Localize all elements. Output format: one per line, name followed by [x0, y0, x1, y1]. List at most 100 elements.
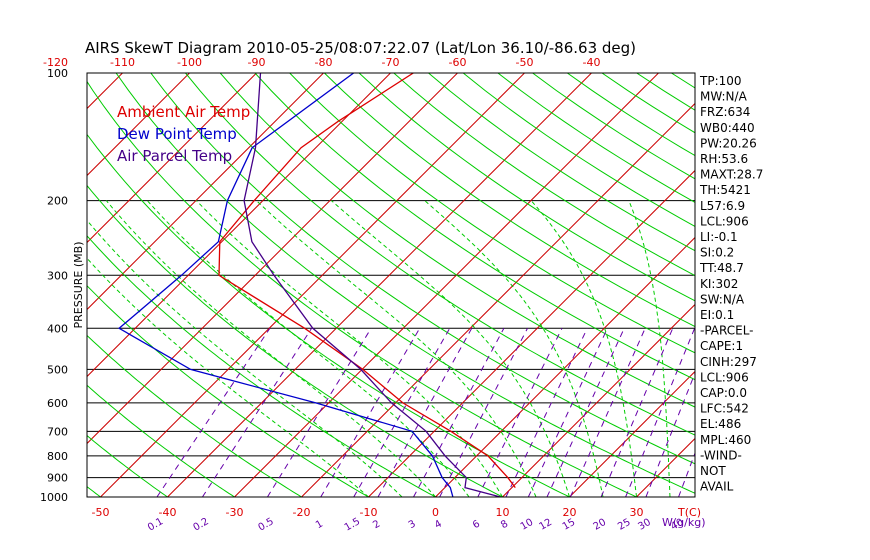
isotherm-line — [87, 73, 458, 445]
dry-adiabat-line — [289, 73, 695, 354]
moist-adiabat-line — [146, 200, 470, 497]
bottom-temp-tick-label: -10 — [360, 506, 378, 519]
mixing-ratio-tick-label: 3 — [407, 518, 418, 531]
mixing-ratio-tick-label: 6 — [471, 518, 482, 531]
mixing-ratio-tick-label: 4 — [433, 518, 444, 531]
pressure-tick-label: 300 — [47, 269, 68, 282]
index-label: CINH:297 — [700, 355, 757, 369]
legend-entry: Dew Point Temp — [117, 125, 237, 143]
top-temp-tick-label: -90 — [248, 56, 266, 69]
moist-adiabat-line — [628, 200, 671, 497]
index-label: SW:N/A — [700, 292, 745, 306]
bottom-temp-tick-label: -20 — [293, 506, 311, 519]
isotherm-line — [569, 370, 695, 497]
index-label: LI:-0.1 — [700, 230, 738, 244]
mixing-ratio-tick-label: 8 — [499, 518, 510, 531]
pressure-tick-label: 200 — [47, 195, 68, 208]
index-label: -WIND- — [700, 448, 742, 462]
isotherm-line — [435, 236, 695, 497]
bottom-temp-tick-label: 10 — [496, 506, 510, 519]
mixing-ratio-tick-label: 0.2 — [192, 516, 211, 533]
chart-title: AIRS SkewT Diagram 2010-05-25/08:07:22.0… — [85, 39, 636, 57]
index-label: NOT — [700, 464, 726, 478]
index-label: LCL:906 — [700, 214, 749, 228]
mixing-ratio-line — [546, 328, 625, 497]
dry-adiabat-line — [358, 73, 695, 302]
index-label: RH:53.6 — [700, 152, 748, 166]
dry-adiabat-line — [87, 184, 503, 497]
isotherm-line — [87, 73, 324, 311]
dry-adiabat-line — [254, 73, 695, 381]
mixing-ratio-line — [600, 328, 674, 497]
isotherm-line — [368, 169, 695, 497]
index-label: TH:5421 — [699, 183, 751, 197]
mixing-ratio-tick-label: 20 — [592, 517, 609, 533]
dry-adiabat-line — [324, 73, 695, 328]
mixing-ratio-tick-label: 2 — [371, 518, 382, 531]
index-label: AVAIL — [700, 480, 734, 494]
moist-adiabat-line — [87, 219, 403, 497]
index-label: -PARCEL- — [700, 324, 754, 338]
mixing-ratio-tick-label: 30 — [636, 517, 653, 533]
dry-adiabat-line — [87, 384, 235, 497]
plot-frame — [86, 72, 696, 498]
index-label: CAPE:1 — [700, 339, 743, 353]
mixing-ratio-unit: W(g/kg) — [662, 516, 706, 529]
mixing-ratio-tick-label: 10 — [519, 517, 536, 533]
isotherm-line — [502, 303, 695, 497]
isotherm-line — [100, 73, 525, 497]
dry-adiabat-line — [810, 73, 870, 497]
top-temp-tick-label: -110 — [110, 56, 135, 69]
legend-entry: Ambient Air Temp — [117, 103, 250, 121]
mixing-ratio-tick-label: 15 — [561, 517, 578, 533]
dry-adiabat-line — [87, 284, 369, 497]
plot-area — [87, 73, 870, 497]
pressure-tick-label: 100 — [47, 67, 68, 80]
moist-adiabat-line — [105, 200, 436, 497]
mixing-ratio-line — [477, 328, 563, 497]
legend-entry: Air Parcel Temp — [117, 147, 232, 165]
dry-adiabat-line — [428, 73, 695, 252]
moist-adiabat-line — [256, 200, 537, 497]
bottom-temp-tick-label: 0 — [432, 506, 439, 519]
dry-adiabat-line — [87, 80, 637, 497]
pressure-tick-label: 500 — [47, 363, 68, 376]
isotherm-line — [771, 73, 870, 497]
index-label: L57:6.9 — [700, 199, 745, 213]
pressure-tick-label: 800 — [47, 450, 68, 463]
index-label: MPL:460 — [700, 433, 751, 447]
mixing-ratio-line — [625, 328, 695, 497]
isotherm-line — [87, 73, 190, 177]
profile-line — [218, 73, 516, 488]
index-label: EI:0.1 — [700, 308, 734, 322]
isotherm-line — [87, 73, 391, 378]
mixing-ratio-line — [569, 328, 646, 497]
bottom-temp-unit: T(C) — [677, 506, 701, 519]
index-label: WB0:440 — [700, 121, 755, 135]
top-temp-tick-label: -80 — [315, 56, 333, 69]
isotherm-line — [167, 73, 592, 497]
dry-adiabat-line — [87, 434, 168, 497]
dry-adiabat-line — [219, 73, 695, 408]
dry-adiabat-line — [776, 73, 870, 497]
index-label: LFC:542 — [700, 402, 749, 416]
moist-adiabat-line — [87, 257, 369, 497]
mixing-ratio-line — [527, 328, 608, 497]
dry-adiabat-line — [150, 73, 695, 465]
index-label: PW:20.26 — [700, 136, 757, 150]
mixing-ratio-tick-label: 1 — [314, 518, 325, 531]
pressure-tick-label: 900 — [47, 472, 68, 485]
pressure-tick-label: 600 — [47, 397, 68, 410]
top-temp-tick-label: -60 — [449, 56, 467, 69]
dry-adiabat-line — [741, 73, 870, 497]
bottom-temp-tick-label: 30 — [630, 506, 644, 519]
index-label: TP:100 — [699, 74, 742, 88]
mixing-ratio-line — [156, 327, 271, 497]
top-temp-tick-label: -100 — [177, 56, 202, 69]
mixing-ratio-tick-label: 0.5 — [257, 516, 276, 533]
isotherm-line — [234, 73, 659, 497]
bottom-temp-tick-label: -40 — [159, 506, 177, 519]
index-label: LCL:906 — [700, 370, 749, 384]
